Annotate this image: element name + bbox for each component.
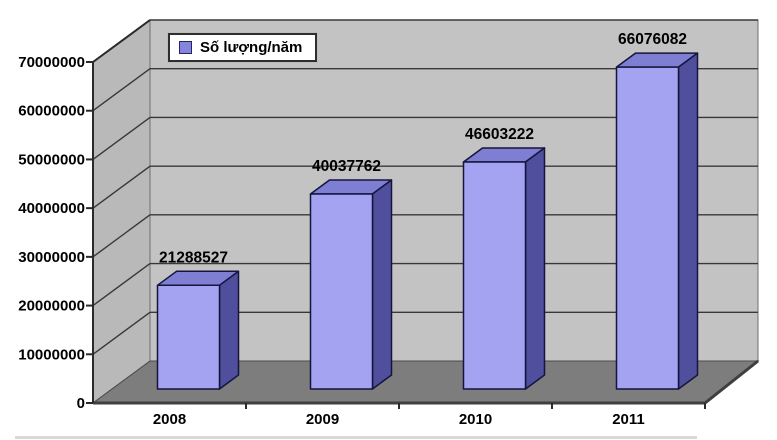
y-axis-label: 40000000 <box>18 200 85 217</box>
bar-side-2008[interactable] <box>218 270 240 390</box>
gridline-side <box>92 214 151 258</box>
value-label-2009: 40037762 <box>312 158 381 175</box>
y-axis-label: 30000000 <box>18 249 85 266</box>
bar-2011[interactable] <box>615 66 680 390</box>
legend-label: Số lượng/năm <box>200 39 303 56</box>
gridline-side <box>92 263 151 307</box>
gridline-side <box>92 68 151 112</box>
left-wall <box>92 19 151 404</box>
gridline-side <box>92 311 151 355</box>
bottom-edge-artifact <box>15 436 697 439</box>
y-axis-labels: 0 10000000 20000000 30000000 40000000 5000000… <box>18 54 85 412</box>
wall-top-edge <box>92 19 151 63</box>
y-axis-label: 0 <box>77 395 85 412</box>
legend[interactable]: Số lượng/năm <box>168 33 318 62</box>
x-axis-label-2010: 2010 <box>459 411 492 428</box>
bar-2008[interactable] <box>156 284 221 390</box>
y-axis-label: 10000000 <box>18 346 85 363</box>
y-axis-label: 50000000 <box>18 151 85 168</box>
gridline-side <box>92 116 151 160</box>
y-axis-label: 60000000 <box>18 103 85 120</box>
bars[interactable] <box>156 52 699 390</box>
value-label-2008: 21288527 <box>159 249 228 266</box>
bar-side-2009[interactable] <box>371 179 393 390</box>
bar-2009[interactable] <box>309 193 374 390</box>
value-label-2011: 66076082 <box>618 31 687 48</box>
x-axis-label-2009: 2009 <box>306 411 339 428</box>
x-axis-labels: 2008 2009 2010 2011 <box>153 411 645 428</box>
bar-side-2011[interactable] <box>677 52 699 390</box>
x-axis-label-2008: 2008 <box>153 411 186 428</box>
value-labels: 21288527 40037762 46603222 66076082 <box>159 31 687 266</box>
bar-side-2010[interactable] <box>524 147 546 390</box>
y-axis-label: 70000000 <box>18 54 85 71</box>
axes <box>86 19 759 409</box>
y-axis-label: 20000000 <box>18 298 85 315</box>
value-label-2010: 46603222 <box>465 126 534 143</box>
legend-marker-icon <box>179 41 192 54</box>
bar-2010[interactable] <box>462 161 527 390</box>
gridline-side <box>92 165 151 209</box>
x-axis-label-2011: 2011 <box>612 411 645 428</box>
